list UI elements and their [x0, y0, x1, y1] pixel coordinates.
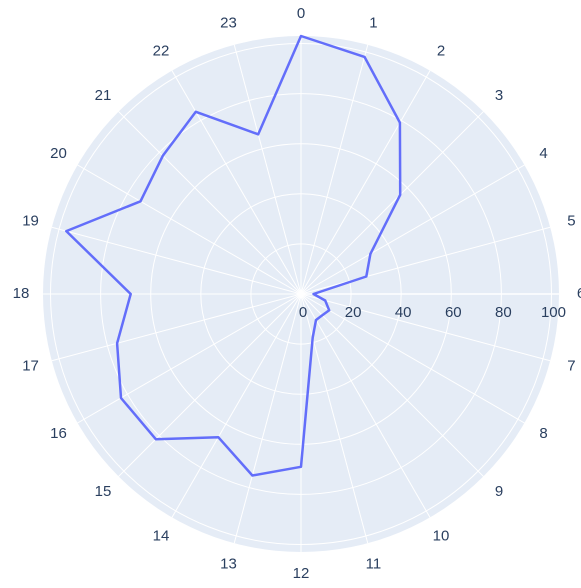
angular-tick-label: 8 [539, 425, 547, 442]
angular-grid-line [300, 44, 369, 295]
angular-grid-line [300, 111, 484, 295]
angular-tick-label: 12 [293, 565, 310, 582]
angular-grid-line [77, 293, 302, 424]
angular-tick-label: 17 [22, 357, 39, 374]
angular-tick-label: 19 [22, 212, 39, 229]
angular-grid-line [300, 293, 525, 424]
angular-grid-line [300, 293, 484, 477]
angular-grid-line [171, 70, 302, 295]
angular-tick-label: 9 [495, 483, 503, 500]
angular-tick-label: 13 [220, 555, 237, 572]
angular-tick-label: 23 [220, 15, 237, 32]
angular-tick-label: 18 [13, 285, 30, 302]
angular-grid-line [118, 293, 302, 477]
radial-tick-label: 80 [495, 304, 512, 321]
angular-grid-line [51, 293, 302, 362]
radial-tick-label: 40 [395, 304, 412, 321]
angular-tick-label: 14 [153, 527, 170, 544]
angular-grid-line [233, 293, 302, 544]
angular-tick-label: 1 [369, 15, 377, 32]
angular-grid-line [300, 293, 431, 518]
angular-tick-label: 16 [50, 425, 67, 442]
angular-grid-line [171, 293, 302, 518]
angular-tick-label: 10 [433, 527, 450, 544]
angular-tick-label: 15 [95, 483, 112, 500]
angular-tick-label: 4 [539, 145, 547, 162]
angular-tick-label: 21 [95, 87, 112, 104]
angular-tick-label: 6 [577, 285, 581, 302]
angular-tick-label: 22 [153, 42, 170, 59]
angular-tick-label: 11 [366, 555, 382, 572]
radial-tick-label: 100 [541, 304, 566, 321]
angular-tick-label: 20 [50, 145, 67, 162]
angular-grid-line [300, 70, 431, 295]
angular-grid-line [51, 226, 302, 295]
radial-tick-label: 0 [299, 304, 307, 321]
angular-grid-line [233, 44, 302, 295]
angular-grid-line [77, 164, 302, 295]
angular-grid-line [300, 226, 551, 295]
angular-tick-label: 5 [567, 212, 575, 229]
angular-grid-line [118, 111, 302, 295]
angular-tick-label: 7 [567, 357, 575, 374]
series-line [65, 34, 402, 477]
radial-tick-label: 20 [345, 304, 362, 321]
radial-tick-label: 60 [445, 304, 462, 321]
angular-grid-line [300, 164, 525, 295]
angular-tick-label: 0 [297, 5, 305, 22]
angular-tick-label: 3 [495, 87, 503, 104]
angular-tick-label: 2 [437, 42, 445, 59]
angular-grid-line [300, 293, 551, 362]
